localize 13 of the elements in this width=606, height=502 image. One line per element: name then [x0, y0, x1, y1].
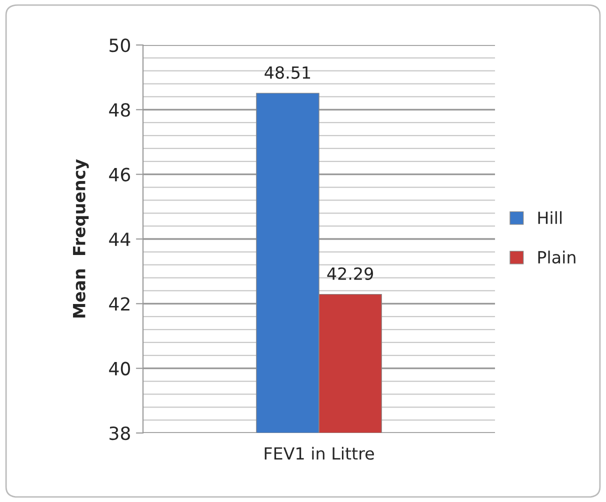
y-tick-label: 40 [109, 362, 130, 376]
legend-label: Plain [538, 250, 576, 264]
y-axis-title: Mean Frequency [73, 159, 89, 318]
legend-label: Hill [538, 211, 562, 224]
y-tick-label: 42 [109, 297, 130, 311]
y-tick-label: 46 [109, 168, 130, 182]
y-tick-label: 48 [109, 103, 130, 117]
data-label: 42.29 [327, 267, 373, 280]
x-tick-label: FEV1 in Littre [264, 446, 374, 460]
data-label: 48.51 [264, 66, 310, 79]
y-tick-label: 50 [110, 38, 130, 52]
y-tick-label: 44 [109, 232, 130, 246]
y-tick-label: 38 [110, 426, 130, 440]
